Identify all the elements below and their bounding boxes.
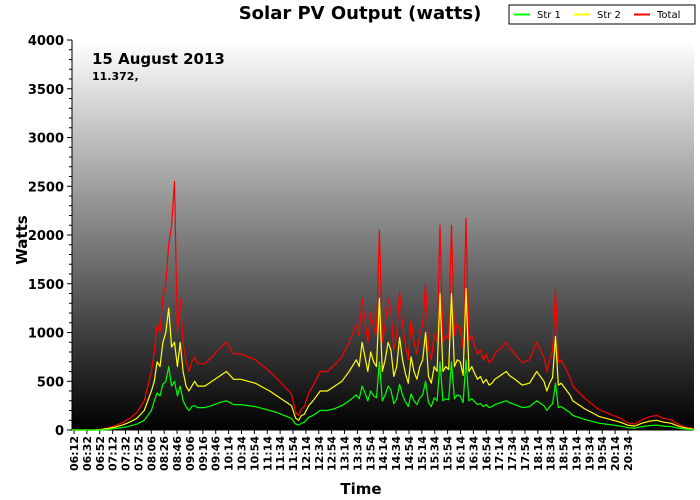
x-tick-label: 13:34 <box>351 436 364 471</box>
x-tick-label: 09:06 <box>184 436 197 471</box>
x-tick-label: 14:14 <box>377 436 390 471</box>
series-line-total <box>72 180 695 431</box>
legend-box <box>508 4 696 25</box>
x-tick-label: 16:34 <box>467 436 480 471</box>
x-tick-label: 16:54 <box>480 436 493 471</box>
x-tick-label: 20:14 <box>609 436 622 471</box>
x-tick-label: 10:14 <box>223 436 236 471</box>
x-tick-label: 09:46 <box>210 436 223 471</box>
x-tick-label: 12:34 <box>313 436 326 471</box>
y-tick-label: 2000 <box>28 229 64 244</box>
x-tick-label: 07:52 <box>132 436 145 471</box>
x-tick-label: 19:34 <box>583 436 596 471</box>
y-tick-label: 4000 <box>28 34 64 49</box>
x-tick-label: 13:54 <box>364 436 377 471</box>
y-tick-label: 1000 <box>28 327 64 342</box>
y-tick-label: 500 <box>37 375 64 390</box>
plot-area <box>72 40 694 430</box>
x-tick-label: 15:14 <box>416 436 429 471</box>
legend: Str 1 Str 2 Total <box>508 4 696 25</box>
x-tick-label: 15:54 <box>442 436 455 471</box>
x-tick-label: 10:54 <box>248 436 261 471</box>
x-tick-label: 17:34 <box>506 436 519 471</box>
y-tick-label: 0 <box>55 424 64 439</box>
y-tick-label: 1500 <box>28 278 64 293</box>
y-tick-label: 2500 <box>28 180 64 195</box>
x-tick-label: 11:54 <box>287 436 300 471</box>
x-tick-label: 06:12 <box>68 436 81 471</box>
x-tick-label: 08:46 <box>171 436 184 471</box>
x-tick-label: 19:54 <box>596 436 609 471</box>
x-axis: 06:12 06:32 06:52 07:12 07:32 07:52 08:06 08:26… <box>68 429 694 471</box>
x-tick-label: 08:06 <box>145 436 158 471</box>
x-tick-label: 11:14 <box>261 436 274 471</box>
series-line-str-1 <box>72 359 695 431</box>
x-tick-label: 14:54 <box>403 436 416 471</box>
x-tick-label: 17:14 <box>493 436 506 471</box>
value-annotation: 11.372, <box>92 70 139 83</box>
x-tick-label: 10:34 <box>235 436 248 471</box>
y-axis-label: Watts <box>13 215 31 264</box>
x-tick-label: 12:54 <box>326 436 339 471</box>
date-annotation: 15 August 2013 <box>92 50 225 68</box>
x-tick-label: 16:14 <box>455 436 468 471</box>
x-tick-label: 06:52 <box>94 436 107 471</box>
series-line-str-2 <box>72 288 695 431</box>
y-tick-label: 3500 <box>28 83 64 98</box>
x-tick-label: 14:34 <box>390 436 403 471</box>
x-tick-label: 06:32 <box>81 436 94 471</box>
x-tick-label: 13:14 <box>339 436 352 471</box>
legend-label-str2: Str 2 <box>597 10 621 21</box>
series-lines <box>72 180 695 431</box>
x-tick-label: 07:32 <box>120 436 133 471</box>
legend-label-total: Total <box>656 10 680 21</box>
y-tick-label: 3000 <box>28 132 64 147</box>
x-tick-label: 19:14 <box>570 436 583 471</box>
x-tick-label: 18:14 <box>532 436 545 471</box>
chart-title: Solar PV Output (watts) <box>239 3 482 24</box>
x-axis-label: Time <box>340 480 381 498</box>
x-tick-label: 11:34 <box>274 436 287 471</box>
x-tick-label: 09:16 <box>197 436 210 471</box>
x-tick-label: 08:26 <box>158 436 171 471</box>
y-axis: 0 500 1000 1500 2000 2500 3000 3500 4000 <box>28 34 73 439</box>
x-tick-label: 15:34 <box>429 436 442 471</box>
x-tick-label: 18:34 <box>545 436 558 471</box>
x-tick-label: 12:14 <box>300 436 313 471</box>
legend-label-str1: Str 1 <box>537 10 561 21</box>
x-tick-label: 07:12 <box>107 436 120 471</box>
x-tick-label: 17:54 <box>519 436 532 471</box>
x-tick-label: 20:34 <box>622 436 635 471</box>
x-tick-label: 18:54 <box>558 436 571 471</box>
